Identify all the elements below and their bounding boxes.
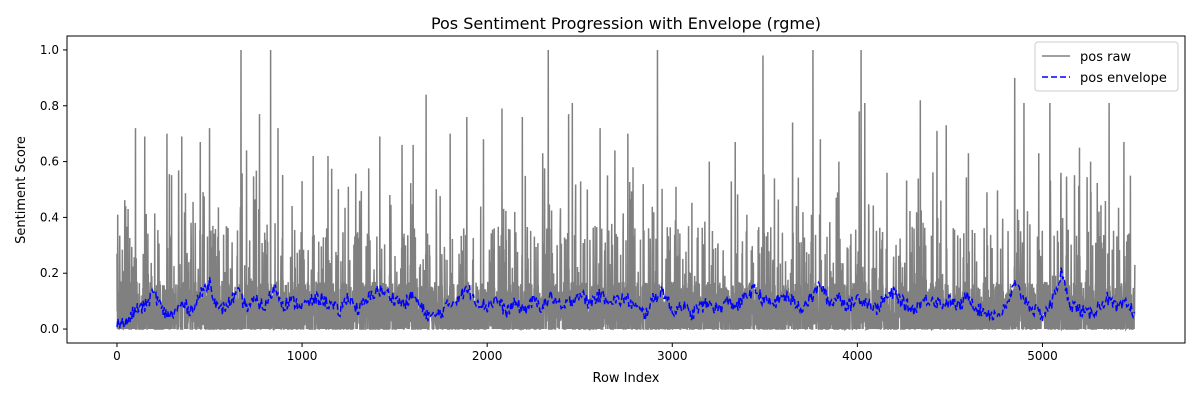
legend-label-pos-raw: pos raw — [1080, 50, 1131, 65]
series-layer — [116, 49, 1136, 332]
y-tick-label: 0.8 — [40, 99, 59, 113]
x-tick-label: 5000 — [1027, 349, 1058, 363]
x-tick-label: 4000 — [842, 349, 873, 363]
y-tick-label: 0.4 — [40, 210, 59, 224]
legend-label-pos-envelope: pos envelope — [1080, 71, 1167, 86]
plot-frame — [66, 35, 1186, 344]
y-axis: 0.0 0.2 0.4 0.6 0.8 1.0 — [40, 43, 67, 336]
y-tick-label: 1.0 — [40, 43, 59, 57]
x-tick-label: 3000 — [657, 349, 688, 363]
legend: pos raw pos envelope — [1034, 41, 1179, 92]
legend-box — [1034, 41, 1179, 92]
x-axis-label: Row Index — [593, 371, 660, 386]
series-pos-raw-line — [116, 49, 1136, 332]
x-tick-label: 2000 — [472, 349, 503, 363]
x-axis: 0 1000 2000 3000 4000 5000 — [113, 343, 1058, 363]
y-tick-label: 0.2 — [40, 266, 59, 280]
series-pos-envelope-line — [116, 267, 1136, 331]
y-tick-label: 0.6 — [40, 155, 59, 169]
y-tick-label: 0.0 — [40, 322, 59, 336]
x-tick-label: 1000 — [287, 349, 318, 363]
chart-title: Pos Sentiment Progression with Envelope … — [431, 14, 821, 33]
x-tick-label: 0 — [113, 349, 121, 363]
y-axis-label: Sentiment Score — [14, 136, 29, 244]
